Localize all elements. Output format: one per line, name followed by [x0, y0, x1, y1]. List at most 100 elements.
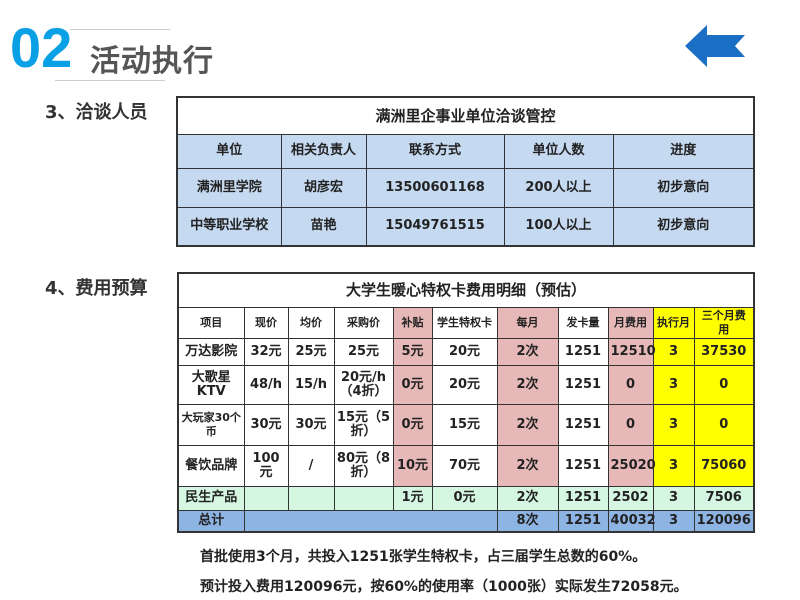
column-header: 月费用 [607, 306, 654, 339]
table-cell: 0 [693, 403, 755, 446]
total-monthly: 40032 [607, 509, 656, 533]
table-cell: 3 [652, 364, 695, 405]
table-cell: 20元 [431, 337, 498, 366]
budget-table: 大学生暖心特权卡费用明细（预估） 项目 现价 均价 采购价 补贴 学生特权卡 每月 发卡量 月费… [177, 272, 755, 533]
table-cell: 中等职业学校 [176, 206, 282, 247]
table-cell: 1元 [392, 485, 433, 511]
table-row: 万达影院 32元 25元 25元 5元 20元 2次 1251 12510 3 37530 [177, 337, 755, 366]
column-header: 每月 [496, 306, 559, 339]
total-cards: 1251 [557, 509, 609, 533]
header-row: 单位 相关负责人 联系方式 单位人数 进度 [176, 133, 755, 169]
column-header: 发卡量 [557, 306, 609, 339]
table-cell: 30元 [287, 403, 335, 446]
table-cell: 3 [652, 337, 695, 366]
table-cell: 0元 [431, 485, 498, 511]
column-header: 现价 [243, 306, 289, 339]
table-cell: 1251 [557, 444, 609, 487]
table-row: 民生产品 1元 0元 2次 1251 2502 3 7506 [177, 485, 755, 511]
arrow-left-icon[interactable] [685, 25, 745, 67]
table-cell: 0 [693, 364, 755, 405]
table-cell: 初步意向 [612, 167, 755, 208]
table-cell: 75060 [693, 444, 755, 487]
column-header: 单位人数 [503, 133, 614, 169]
column-header: 均价 [287, 306, 335, 339]
table-cell: 初步意向 [612, 206, 755, 247]
column-header: 联系方式 [365, 133, 505, 169]
column-header: 补贴 [392, 306, 433, 339]
total-span [243, 509, 498, 533]
table-cell: 32元 [243, 337, 289, 366]
table-cell: 25元 [287, 337, 335, 366]
table-cell: 10元 [392, 444, 433, 487]
table-cell: 1251 [557, 337, 609, 366]
table-cell: 200人以上 [503, 167, 614, 208]
table-cell: 3 [652, 403, 695, 446]
table-cell: 20元 [431, 364, 498, 405]
column-header: 进度 [612, 133, 755, 169]
table-cell: 2次 [496, 403, 559, 446]
table-cell: 12510 [607, 337, 656, 366]
page-title: 活动执行 [90, 44, 214, 79]
table-cell: 民生产品 [177, 485, 245, 511]
table-cell: 15/h [287, 364, 335, 405]
table-title: 大学生暖心特权卡费用明细（预估） [177, 272, 755, 308]
total-row: 总计 8次 1251 40032 3 120096 [177, 509, 755, 533]
table-cell: 大玩家30个币 [177, 403, 245, 446]
column-header: 学生特权卡 [431, 306, 498, 339]
total-label: 总计 [177, 509, 245, 533]
note-line: 首批使用3个月，共投入1251张学生特权卡，占三届学生总数的60%。 [200, 549, 647, 565]
table-cell: / [287, 444, 335, 487]
total-times: 8次 [496, 509, 559, 533]
table-cell: 100元 [243, 444, 289, 487]
divider [70, 29, 170, 30]
table-cell: 0 [607, 403, 654, 446]
table-row: 满洲里学院 胡彦宏 13500601168 200人以上 初步意向 [176, 167, 755, 208]
table-cell: 苗艳 [280, 206, 367, 247]
section-number: 02 [10, 16, 73, 79]
negotiation-table: 满洲里企事业单位洽谈管控 单位 相关负责人 联系方式 单位人数 进度 满洲里学院 胡彦宏 13… [176, 96, 755, 247]
table-cell: 0元 [392, 403, 433, 446]
table-row: 大玩家30个币 30元 30元 15元（5折） 0元 15元 2次 1251 0 3 0 [177, 403, 755, 446]
table-title: 满洲里企事业单位洽谈管控 [176, 96, 755, 135]
table-cell [333, 485, 394, 511]
column-header: 三个月费用 [693, 306, 755, 339]
table-cell: 30元 [243, 403, 289, 446]
table-cell: 80元（8折） [333, 444, 394, 487]
table-cell: 37530 [693, 337, 755, 366]
table-cell: 0元 [392, 364, 433, 405]
table-cell: 15元（5折） [333, 403, 394, 446]
table-cell: 2次 [496, 444, 559, 487]
section-label: 4、费用预算 [45, 278, 148, 299]
table-cell: 1251 [557, 403, 609, 446]
table-cell [243, 485, 289, 511]
table-cell: 20元/h（4折） [333, 364, 394, 405]
table-cell: 25020 [607, 444, 656, 487]
table-row: 大歌星KTV 48/h 15/h 20元/h（4折） 0元 20元 2次 1251 0 3 0 [177, 364, 755, 405]
table-cell: 3 [652, 485, 695, 511]
table-cell: 3 [652, 444, 695, 487]
table-cell: 餐饮品牌 [177, 444, 245, 487]
column-header: 项目 [177, 306, 245, 339]
table-cell: 7506 [693, 485, 755, 511]
table-cell: 胡彦宏 [280, 167, 367, 208]
section-label: 3、洽谈人员 [45, 102, 148, 123]
column-header: 执行月 [652, 306, 695, 339]
total-months: 3 [652, 509, 695, 533]
table-cell: 2次 [496, 364, 559, 405]
table-cell: 2次 [496, 485, 559, 511]
table-cell: 万达影院 [177, 337, 245, 366]
column-header: 采购价 [333, 306, 394, 339]
note-line: 预计投入费用120096元，按60%的使用率（1000张）实际发生72058元。 [200, 579, 688, 595]
table-cell: 25元 [333, 337, 394, 366]
table-row: 中等职业学校 苗艳 15049761515 100人以上 初步意向 [176, 206, 755, 247]
table-cell: 15元 [431, 403, 498, 446]
table-row: 餐饮品牌 100元/80元（8折） 10元 70元 2次 1251 25020 3 75060 [177, 444, 755, 487]
table-cell: 满洲里学院 [176, 167, 282, 208]
table-cell: 5元 [392, 337, 433, 366]
column-header: 相关负责人 [280, 133, 367, 169]
table-cell: 15049761515 [365, 206, 505, 247]
table-cell: 大歌星KTV [177, 364, 245, 405]
header-row: 项目 现价 均价 采购价 补贴 学生特权卡 每月 发卡量 月费用 执行月 三个月费用 [177, 306, 755, 339]
column-header: 单位 [176, 133, 282, 169]
table-cell: 2次 [496, 337, 559, 366]
